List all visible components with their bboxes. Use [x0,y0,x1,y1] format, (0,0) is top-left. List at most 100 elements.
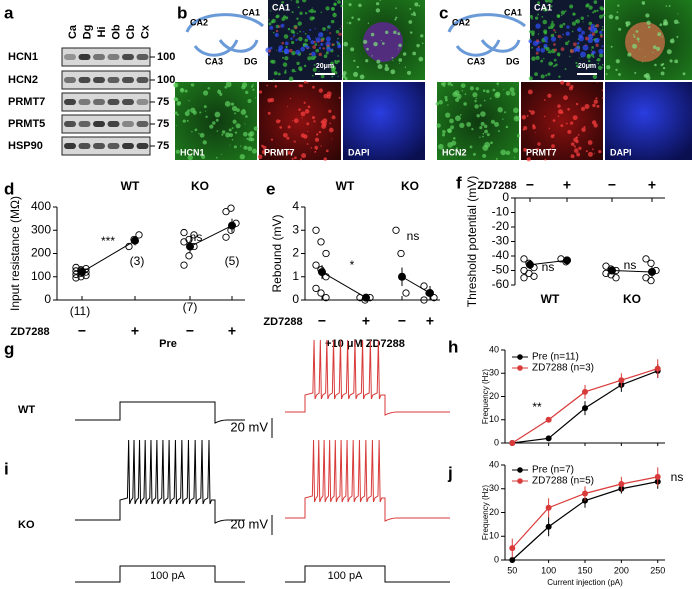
data-point [545,523,552,530]
speckle [535,148,537,150]
speckle [291,157,294,160]
hippocampus-outline [447,13,526,57]
blot-band [78,143,91,149]
speckle [490,119,495,124]
speckle [261,149,267,155]
speckle [542,6,548,12]
speckle [513,107,519,114]
speckle [299,30,301,33]
annotation: *** [101,234,115,248]
speckle [578,146,582,150]
speckle [356,65,359,69]
speckle [266,84,269,87]
channel-label: HCN2 [442,147,467,157]
speckle [531,46,534,49]
speckle [476,113,480,118]
cell [363,22,403,62]
speckle [253,126,258,131]
speckle [659,23,663,27]
speckle [553,43,556,46]
speckle [421,42,424,45]
data-point [402,289,410,297]
speckle [318,88,323,93]
column-label: +10 μM ZD7288 [325,338,405,350]
speckle [214,111,221,118]
y-axis-label: Threshold potential (mV) [465,176,479,307]
speckle [296,61,300,66]
speckle [483,99,486,102]
speckle [656,46,661,51]
blot-band [107,77,120,83]
speckle [600,7,605,11]
speckle [540,74,545,79]
data-point [322,273,330,281]
speckle [543,36,549,41]
speckle [207,86,211,90]
data-point [647,259,655,267]
speckle [340,4,343,8]
speckle [567,40,570,43]
y-tick-label: 3 [292,222,299,236]
speckle [662,62,665,66]
speckle [436,123,441,128]
speckle [228,128,232,132]
speckle [570,142,575,147]
speckle [306,122,310,126]
speckle [293,140,296,143]
speckle [320,145,322,147]
speckle [331,8,334,11]
speckle [635,30,639,33]
speckle [581,127,586,132]
y-tick-label: 10 [489,531,499,541]
speckle [668,5,671,7]
marker-label: 100 [157,51,175,63]
speckle [338,32,342,36]
speckle [582,21,584,23]
speckle [311,16,315,20]
legend-label: ZD7288 (n=3) [532,363,594,374]
speckle [471,127,474,131]
speckle [314,137,320,142]
speckle [281,56,285,59]
speckle [271,59,276,64]
speckle [643,74,648,78]
speckle [318,46,322,50]
speckle [314,145,319,150]
speckle [365,59,369,63]
data-point [545,435,552,442]
speckle [413,13,417,17]
speckle [591,148,594,151]
blot-band [136,77,149,83]
speckle [333,12,336,15]
speckle [323,54,328,59]
speckle [294,26,298,30]
channel-label: PRMT7 [264,147,295,157]
speckle [397,32,401,36]
scale-label: 20μm [316,63,334,70]
blot-band [64,143,76,149]
n-label: (5) [225,254,240,268]
speckle [371,55,373,57]
current-step [285,565,450,583]
speckle [552,119,556,122]
speckle [440,82,445,86]
x-tick-label: + [131,323,139,339]
speckle [456,93,462,99]
speckle [548,0,553,3]
region-label: CA3 [205,56,223,66]
speckle [334,67,337,70]
speckle [521,114,527,120]
speckle [174,83,179,88]
speckle [322,47,326,50]
speckle [645,13,650,18]
data-point [520,255,528,263]
speckle [523,125,528,130]
speckle [262,145,267,150]
speckle [669,59,673,63]
marker-label: 100 [157,74,175,86]
speckle [307,131,309,133]
legend-label: ZD7288 (n=5) [532,476,594,487]
data-point [317,289,325,297]
speckle [338,44,342,47]
blot-band [93,121,105,127]
